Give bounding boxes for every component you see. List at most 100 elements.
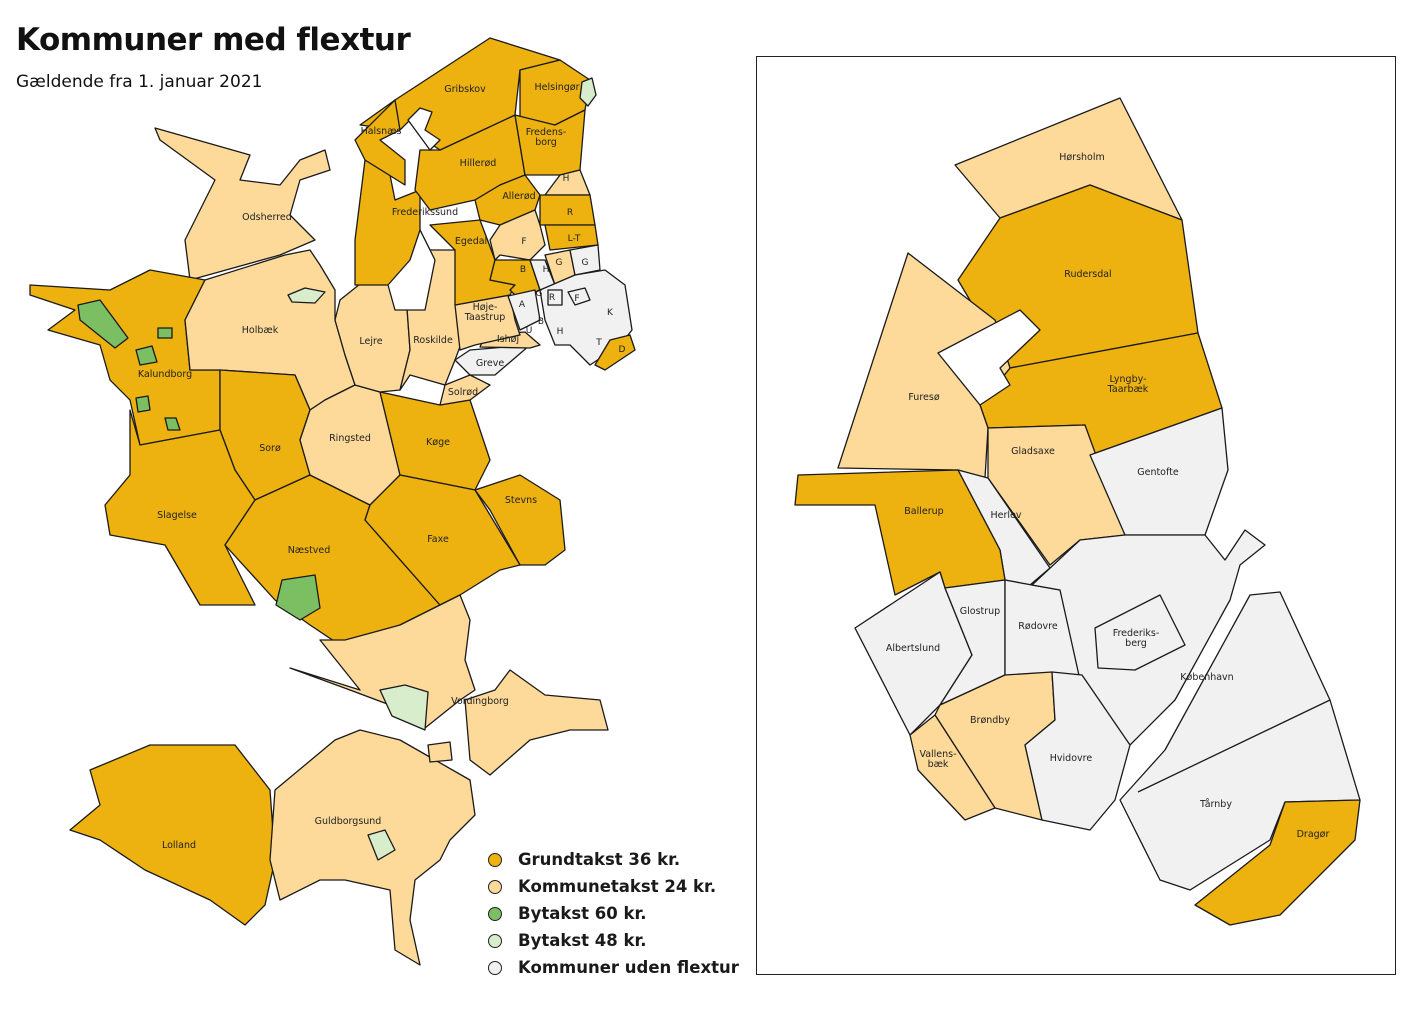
legend-label: Kommuner uden flextur [518,958,739,977]
bytakst60-area [135,345,158,366]
region-halsn-s [354,99,406,186]
region-label: Sorø [259,443,281,454]
region-label: Brøndby [970,715,1010,726]
legend-swatch-icon [488,852,502,867]
region-g [569,244,601,276]
region-label: H [563,174,570,184]
non-municipal-area [937,309,1041,406]
inset-frame [756,56,1396,975]
legend: Grundtakst 36 kr. Kommunetakst 24 kr. Byta… [488,846,739,981]
inset-region-frederiks-berg [1094,594,1186,671]
bytakst48-area [367,829,396,861]
map-subtitle: Gældende fra 1. januar 2021 [16,72,263,92]
region-label: Vallens-bæk [919,749,956,770]
bytakst48-area [579,77,597,107]
legend-swatch-icon [488,960,502,975]
region-label: Greve [476,358,505,369]
bytakst48-area [287,287,326,304]
region-label: Hørsholm [1059,152,1105,163]
non-municipal-area [387,229,436,311]
region-label: Dragør [1297,829,1330,840]
legend-label: Bytakst 48 kr. [518,931,647,950]
region-aller-d [474,174,541,226]
legend-swatch-icon [488,933,502,948]
region-label: Egedal [455,236,487,247]
non-municipal-area [407,107,441,151]
region-label: Lyngby-Taarbæk [1107,374,1149,395]
region-label: F [574,294,579,304]
region-label: Roskilde [413,335,453,346]
legend-label: Bytakst 60 kr. [518,904,647,923]
legend-item-grundtakst: Grundtakst 36 kr. [488,846,739,873]
municipal-border [1137,699,1331,793]
region-label: Albertslund [886,643,940,654]
region-label: Ballerup [904,506,943,517]
region-odsherred [154,127,331,281]
region-label: Rødovre [1018,621,1058,632]
region-label: F [521,237,526,247]
region-label: D [619,345,626,355]
map-title: Kommuner med flextur [16,22,411,58]
region-label: Gentofte [1137,467,1179,478]
inset-region-hvidovre [1024,671,1131,831]
region-vordingborg [289,594,476,729]
region-label: Gladsaxe [1011,446,1055,457]
region-a [507,289,541,331]
region-label: B [538,317,544,327]
region-greve [454,344,531,376]
region-label: Hvidovre [1050,753,1093,764]
legend-swatch-icon [488,879,502,894]
region-label: Frederikssund [392,207,458,218]
region-label: København [1180,672,1233,683]
region-lolland [69,744,276,926]
region-label: Holbæk [242,325,279,336]
island [427,741,453,763]
bytakst60-area [157,327,173,339]
region-label: U [526,326,533,336]
region-d [594,334,636,371]
region-label: Ringsted [329,433,371,444]
legend-item-uden: Kommuner uden flextur [488,954,739,981]
bytakst60-area [135,395,151,413]
legend-item-kommunetakst: Kommunetakst 24 kr. [488,873,739,900]
region-label: Solrød [448,387,478,398]
legend-item-bytakst60: Bytakst 60 kr. [488,900,739,927]
region-label: L-T [568,234,581,244]
region-small [547,289,563,306]
region-label: G [536,289,543,299]
region-label: Halsnæs [361,126,402,137]
region-frederiksberg [567,287,591,306]
region-label: T [595,338,602,348]
region-label: Høje-Taastrup [464,302,506,323]
region-label: Allerød [502,191,535,202]
region-label: Vordingborg [451,696,509,707]
legend-swatch-icon [488,906,502,921]
region-label: Glostrup [960,606,1000,617]
region-label: Furesø [908,392,939,403]
inset-region-drag-r [1194,799,1361,926]
region-stevns [474,474,566,566]
inset-region-vallens-b-k [909,714,996,821]
region-label: G [556,258,563,268]
region-label: B [520,265,526,275]
legend-label: Grundtakst 36 kr. [518,850,681,869]
region-label: Hillerød [460,158,497,169]
bytakst60-area [275,574,321,621]
region-label: Køge [426,437,450,448]
region-label: Rudersdal [1064,269,1111,280]
region-label: Helsingør [535,82,580,93]
region-label: Slagelse [157,510,197,521]
region-slagelse [104,409,256,606]
region-label: Stevns [505,495,537,506]
region-label: H [543,265,550,275]
region-label: Tårnby [1199,799,1232,810]
region-label: Herlev [990,510,1021,521]
region-label: Lejre [359,336,382,347]
region-label: Gribskov [444,84,486,95]
region-label: R [567,208,573,218]
bytakst48-area [379,684,429,731]
bytakst60-area [77,299,129,349]
region-label: K [607,308,614,318]
inset-region-gentofte [1089,407,1229,536]
